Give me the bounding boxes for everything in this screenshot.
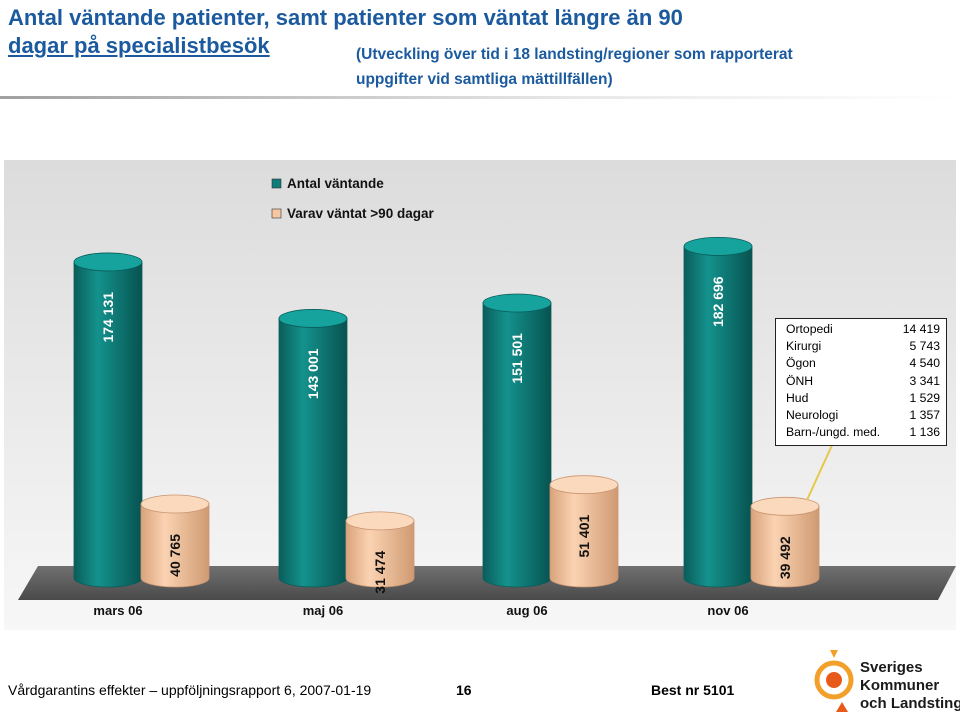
- callout-label: Ögon: [786, 356, 816, 371]
- callout-value: 4 540: [909, 356, 941, 371]
- x-axis-labels: mars 06 maj 06 aug 06 nov 06: [93, 603, 748, 618]
- logo-text-line-3: och Landsting: [860, 695, 960, 712]
- bar-over90-top: [345, 511, 415, 531]
- bar-over90: 39 492: [750, 496, 820, 588]
- title-line-2: dagar på specialistbesök: [8, 33, 270, 58]
- legend-label-waiting: Antal väntande: [287, 176, 384, 191]
- data-label: 31 474: [372, 551, 388, 594]
- legend-label-over90: Varav väntat >90 dagar: [287, 206, 434, 221]
- bar-over90: 40 765: [140, 494, 210, 588]
- callout-row: ÖNH 3 341: [776, 373, 946, 390]
- callout-row: Ögon 4 540: [776, 355, 946, 372]
- callout-label: Kirurgi: [786, 339, 822, 354]
- callout-value: 14 419: [902, 322, 940, 336]
- data-label: 151 501: [509, 333, 525, 384]
- bar-waiting-body: [73, 261, 143, 588]
- data-label: 174 131: [100, 292, 116, 343]
- callout-value: 1 357: [909, 408, 941, 423]
- bar-over90-top: [140, 494, 210, 514]
- x-tick-label: nov 06: [707, 603, 748, 618]
- callout-pointer: [806, 442, 834, 501]
- subtitle-line-2: uppgifter vid samtliga mättillfällen): [356, 71, 613, 88]
- x-tick-label: mars 06: [93, 603, 142, 618]
- title-line-1: Antal väntande patienter, samt patienter…: [8, 5, 683, 30]
- bar-waiting-top: [73, 252, 143, 272]
- logo-text-line-2: Kommuner: [860, 677, 939, 694]
- legend-swatch-over90: [271, 208, 282, 219]
- logo-graphic: Sveriges Kommuner och Landsting: [814, 650, 960, 712]
- bar-waiting-body: [278, 318, 348, 588]
- bar-over90-top: [549, 475, 619, 495]
- callout-value: 3 341: [909, 373, 941, 388]
- page-subtitle: (Utveckling över tid i 18 landsting/regi…: [356, 42, 946, 92]
- bars-group: 174 131 40 765 143 001 31 474 151 501 51 401 1…: [73, 237, 820, 594]
- callout-label: Hud: [786, 390, 809, 405]
- callout-box: Ortopedi 14 419 Kirurgi 5 743 Ögon 4 540 ÖN…: [775, 318, 947, 446]
- x-tick-label: aug 06: [506, 603, 547, 618]
- bar-over90: 51 401: [549, 475, 619, 588]
- bar-over90-body: [140, 503, 210, 588]
- callout-row: Kirurgi 5 743: [776, 338, 946, 355]
- footer-page-number: 16: [456, 682, 472, 698]
- callout-label: Ortopedi: [786, 322, 833, 336]
- callout-row: Hud 1 529: [776, 390, 946, 407]
- callout-row: Barn-/ungd. med. 1 136: [776, 424, 946, 441]
- data-label: 51 401: [576, 515, 592, 558]
- organization-logo: Sveriges Kommuner och Landsting: [812, 650, 960, 714]
- bar-waiting-top: [683, 237, 753, 256]
- callout-label: ÖNH: [786, 373, 814, 388]
- data-label: 40 765: [167, 534, 183, 577]
- bar-waiting: 182 696: [683, 237, 753, 588]
- x-tick-label: maj 06: [303, 603, 343, 618]
- bar-over90-body: [750, 505, 820, 588]
- bar-waiting-body: [482, 302, 552, 588]
- callout-value: 1 529: [909, 390, 941, 405]
- header-divider: [0, 96, 960, 99]
- logo-emblem-icon: [814, 650, 854, 712]
- callout-label: Barn-/ungd. med.: [786, 425, 881, 440]
- bar-over90-body: [345, 520, 415, 588]
- legend-swatch-waiting: [271, 178, 282, 189]
- bar-waiting-top: [278, 309, 348, 328]
- bar-waiting: 174 131: [73, 252, 143, 588]
- data-label: 143 001: [305, 348, 321, 399]
- data-label: 182 696: [710, 276, 726, 327]
- legend: Antal väntande Varav väntat >90 dagar: [271, 176, 434, 221]
- callout-value: 1 136: [909, 425, 941, 440]
- bar-over90-body: [549, 484, 619, 588]
- subtitle-line-1: (Utveckling över tid i 18 landsting/regi…: [356, 46, 793, 63]
- footer-order-number: Best nr 5101: [651, 682, 735, 698]
- bar-waiting-top: [482, 293, 552, 313]
- footer-report: Vårdgarantins effekter – uppföljningsrap…: [8, 682, 372, 698]
- bar-waiting: 143 001: [278, 309, 348, 588]
- logo-text-line-1: Sveriges: [860, 659, 923, 676]
- callout-value: 5 743: [909, 339, 941, 354]
- bar-waiting-body: [683, 246, 753, 588]
- data-label: 39 492: [777, 536, 793, 579]
- bar-waiting: 151 501: [482, 293, 552, 588]
- bar-over90: 31 474: [345, 511, 415, 594]
- bar-over90-top: [750, 496, 820, 516]
- callout-row: Ortopedi 14 419: [776, 321, 946, 338]
- callout-row: Neurologi 1 357: [776, 407, 946, 424]
- page-title: Antal väntande patienter, samt patienter…: [8, 4, 948, 60]
- callout-label: Neurologi: [786, 408, 839, 423]
